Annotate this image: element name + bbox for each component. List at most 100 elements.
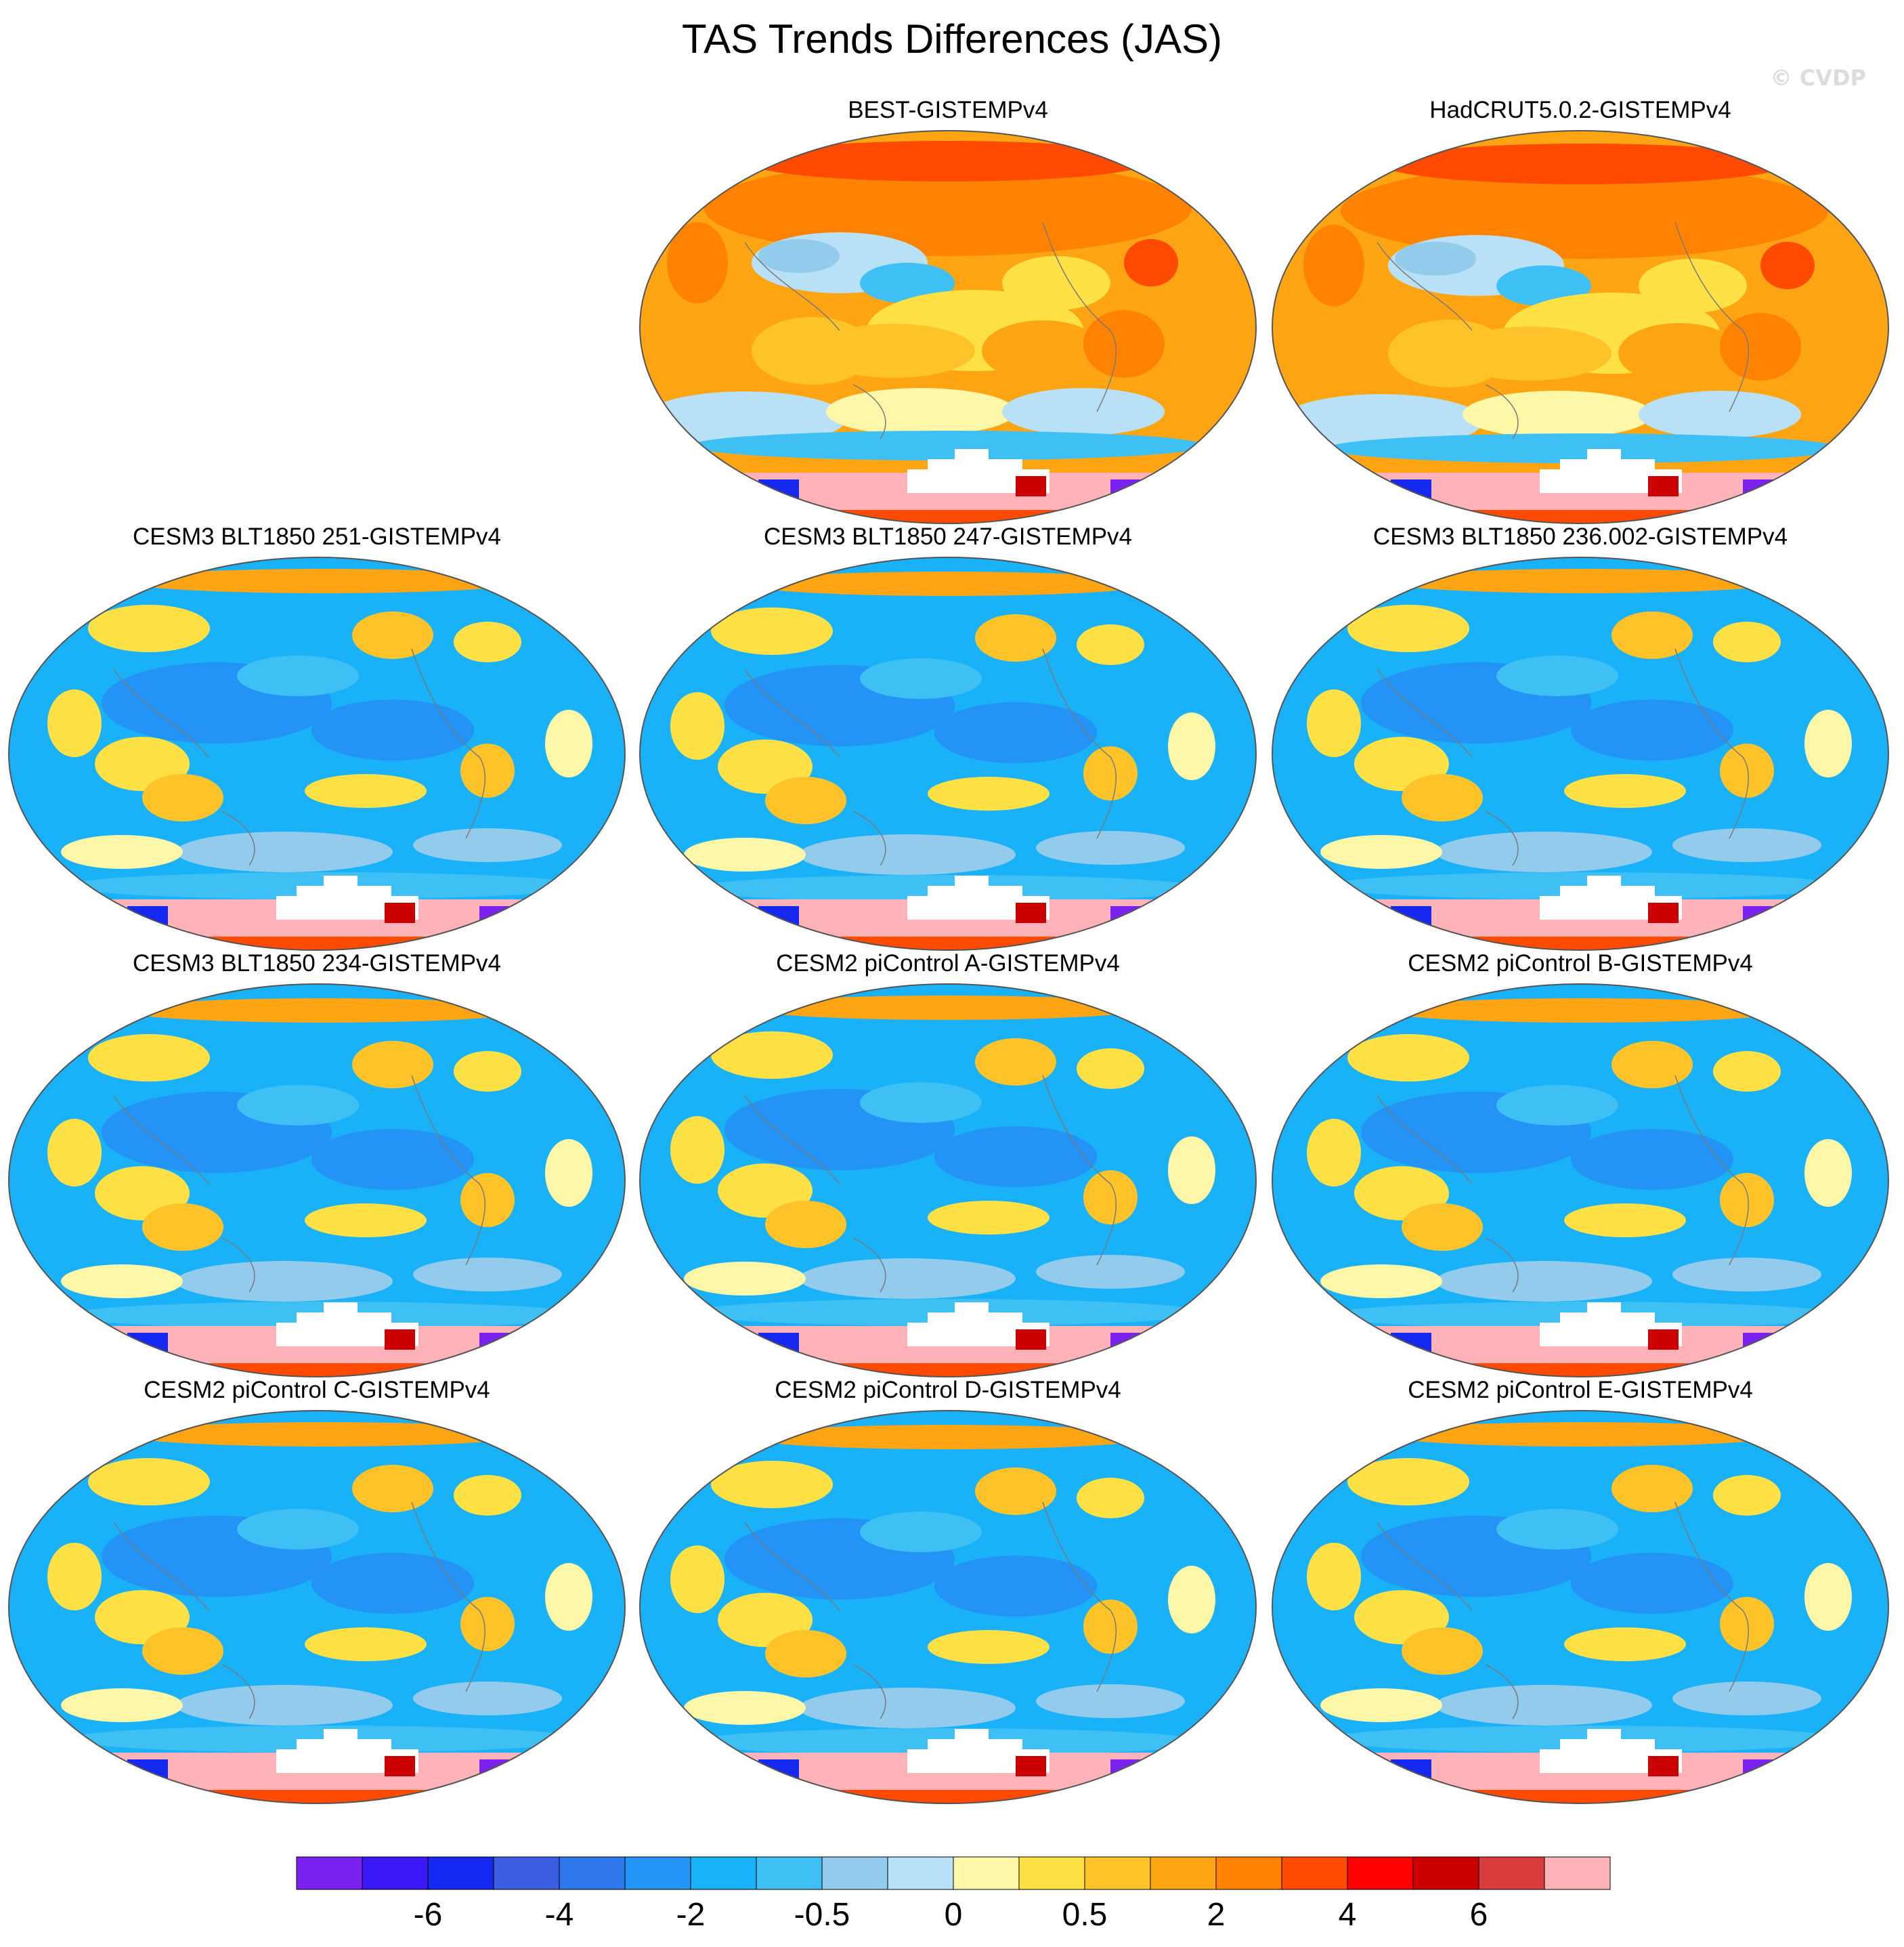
- map: [639, 130, 1257, 524]
- anomaly-patch: [176, 832, 393, 872]
- colorbar-box: [362, 1856, 429, 1890]
- warm-extreme-patch: [1016, 476, 1046, 496]
- colorbar-box: [1412, 1856, 1479, 1890]
- panel-title: BEST-GISTEMPv4: [848, 97, 1048, 123]
- anomaly-patch: [1611, 612, 1693, 659]
- panel-title: CESM2 piControl C-GISTEMPv4: [144, 1377, 490, 1403]
- anomaly-patch: [799, 1258, 1016, 1299]
- anomaly-patch: [305, 1203, 427, 1237]
- warm-extreme-patch: [1648, 1756, 1679, 1776]
- anomaly-patch: [311, 1129, 474, 1190]
- map-panel-cesm3-234: CESM3 BLT1850 234-GISTEMPv4: [5, 948, 628, 1382]
- colorbar-box: [427, 1856, 494, 1890]
- anomaly-patch: [413, 1258, 562, 1291]
- anomaly-patch: [142, 1627, 223, 1675]
- colorbar-box: [690, 1856, 757, 1890]
- anomaly-patch: [1077, 1048, 1144, 1089]
- warm-extreme-patch: [1016, 1756, 1046, 1776]
- coastline: [744, 648, 1117, 866]
- colorbar-tick-label: 0.5: [1062, 1897, 1108, 1933]
- anomaly-patch: [860, 1512, 982, 1552]
- colorbar-tick-label: 0: [944, 1897, 963, 1933]
- red-extreme-patch: [1343, 479, 1360, 507]
- map: [1272, 983, 1889, 1377]
- colorbar-box: [493, 1856, 560, 1890]
- anomaly-patch: [975, 614, 1056, 662]
- anomaly-patch: [1496, 1509, 1618, 1549]
- missing-data-area: [907, 1302, 1050, 1346]
- anomaly-patch: [1804, 1139, 1852, 1207]
- map-outline: [8, 1410, 626, 1804]
- coastline: [113, 648, 485, 866]
- trend-field: [9, 557, 625, 950]
- map: [8, 1410, 626, 1804]
- anomaly-patch: [670, 1545, 724, 1613]
- trend-field: [640, 1411, 1256, 1803]
- colorbar-box: [1084, 1856, 1151, 1890]
- anomaly-patch: [684, 1691, 806, 1725]
- anomaly-patch: [1002, 256, 1110, 310]
- anomaly-patch: [1804, 1563, 1852, 1631]
- anomaly-patch: [1639, 259, 1747, 313]
- anomaly-patch: [975, 1468, 1056, 1515]
- anomaly-patch: [176, 1261, 393, 1302]
- colorbar-box: [1478, 1856, 1545, 1890]
- anomaly-patch: [47, 1543, 102, 1610]
- anomaly-patch: [1496, 265, 1591, 306]
- anomaly-patch: [311, 1553, 474, 1614]
- anomaly-patch: [711, 607, 833, 655]
- anomaly-patch: [47, 689, 102, 757]
- anomaly-patch: [122, 1422, 528, 1447]
- anomaly-patch: [237, 1509, 359, 1549]
- colorbar-box: [1347, 1856, 1414, 1890]
- anomaly-patch: [122, 998, 528, 1023]
- anomaly-patch: [305, 1627, 427, 1661]
- anomaly-patch: [684, 838, 806, 872]
- colorbar-box: [887, 1856, 954, 1890]
- anomaly-patch: [1124, 239, 1178, 286]
- anomaly-patch: [1402, 1203, 1483, 1251]
- map-outline: [8, 983, 626, 1377]
- anomaly-patch: [691, 431, 1205, 461]
- anomaly-patch: [1083, 1600, 1138, 1654]
- coastline: [1377, 648, 1749, 866]
- anomaly-patch: [61, 1688, 183, 1722]
- anomaly-patch: [1672, 1682, 1821, 1715]
- anomaly-patch: [454, 622, 521, 662]
- anomaly-patch: [454, 1051, 521, 1092]
- anomaly-patch: [745, 1425, 1151, 1449]
- anomaly-patch: [413, 1682, 562, 1715]
- map: [1272, 1410, 1889, 1804]
- anomaly-patch: [928, 777, 1050, 811]
- anomaly-patch: [711, 1461, 833, 1508]
- red-extreme-patch: [80, 906, 97, 933]
- missing-data-area: [1540, 1729, 1682, 1773]
- anomaly-patch: [1720, 744, 1774, 798]
- anomaly-patch: [237, 656, 359, 696]
- map: [639, 1410, 1257, 1804]
- anomaly-patch: [1496, 1085, 1618, 1126]
- anomaly-patch: [934, 1126, 1097, 1187]
- map-panel-cesm2-c: CESM2 piControl C-GISTEMPv4: [5, 1375, 628, 1808]
- anomaly-patch: [88, 605, 210, 652]
- anomaly-patch: [1804, 710, 1852, 777]
- anomaly-patch: [1320, 1264, 1442, 1298]
- anomaly-patch: [1571, 1553, 1733, 1614]
- panel-title: CESM3 BLT1850 236.002-GISTEMPv4: [1372, 523, 1788, 550]
- trend-field: [640, 131, 1256, 523]
- anomaly-patch: [860, 1082, 982, 1123]
- anomaly-patch: [545, 710, 592, 777]
- anomaly-patch: [311, 700, 474, 761]
- colorbar-box: [1215, 1856, 1282, 1890]
- anomaly-patch: [1320, 835, 1442, 869]
- colorbar-box: [296, 1856, 363, 1890]
- anomaly-patch: [1564, 1203, 1686, 1237]
- colorbar-tick-label: 4: [1338, 1897, 1357, 1933]
- anomaly-patch: [670, 692, 724, 760]
- anomaly-patch: [934, 702, 1097, 763]
- figure-title: TAS Trends Differences (JAS): [681, 16, 1223, 62]
- missing-data-area: [1540, 449, 1682, 493]
- red-extreme-patch: [1343, 1333, 1360, 1360]
- panel-title: CESM3 BLT1850 234-GISTEMPv4: [132, 950, 502, 977]
- panel-title: CESM3 BLT1850 247-GISTEMPv4: [763, 523, 1133, 550]
